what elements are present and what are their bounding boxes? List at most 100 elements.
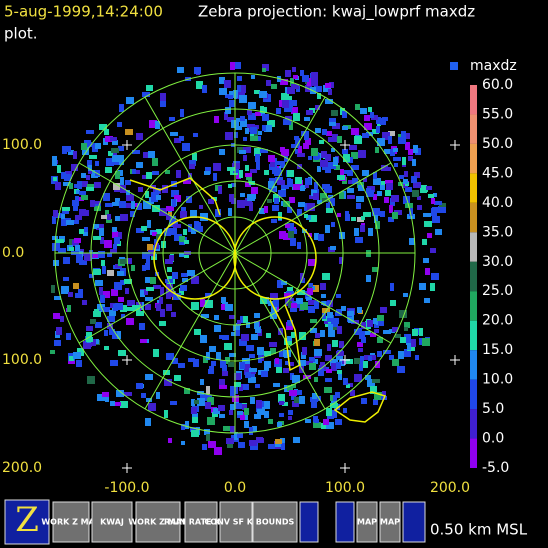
echo-cell: [206, 352, 210, 360]
echo-cell: [294, 397, 299, 403]
toolbar-button[interactable]: WORK Z MAP: [128, 501, 188, 543]
echo-cell: [213, 408, 220, 414]
echo-cell: [126, 203, 134, 208]
echo-cell: [219, 379, 225, 385]
echo-cell: [309, 195, 315, 199]
echo-cell: [166, 353, 174, 360]
echo-cell: [309, 215, 317, 222]
echo-cell: [66, 220, 74, 225]
button-face: [91, 501, 133, 543]
echo-cell: [335, 419, 342, 425]
echo-cell: [132, 169, 136, 174]
toolbar-button[interactable]: MAP: [379, 501, 401, 543]
colorbar-label: 15.0: [482, 342, 513, 358]
echo-cell: [249, 204, 253, 211]
toolbar-button[interactable]: MAP: [356, 501, 378, 543]
echo-cell: [283, 233, 290, 240]
echo-cell: [162, 185, 168, 193]
echo-cell: [266, 333, 271, 338]
echo-cell: [284, 105, 292, 112]
echo-cell: [140, 290, 145, 297]
echo-cell: [258, 355, 262, 363]
echo-cell: [199, 205, 203, 209]
colorbar-label: 5.0: [482, 401, 504, 417]
echo-cell: [76, 254, 82, 261]
echo-cell: [102, 291, 110, 298]
echo-cell: [320, 193, 327, 201]
echo-cell: [62, 290, 68, 294]
echo-cell: [214, 325, 221, 332]
echo-cell: [145, 277, 151, 283]
toolbar-button[interactable]: CONV SF KWA: [204, 501, 268, 543]
echo-cell: [335, 312, 342, 316]
echo-cell: [136, 162, 143, 168]
colorbar: 60.0 55.0 50.0 45.0 40.0 35.0 30.0 25.0 20.0 15.0…: [450, 62, 513, 476]
echo-cell: [142, 92, 150, 97]
echo-cell: [235, 126, 242, 130]
toolbar-button[interactable]: KWAJ: [91, 501, 133, 543]
echo-cell: [205, 293, 211, 297]
echo-cell: [375, 147, 379, 153]
echo-cell: [329, 410, 337, 418]
echo-cell: [424, 221, 432, 227]
echo-cell: [295, 138, 300, 146]
echo-cell: [331, 222, 335, 227]
echo-cell: [300, 273, 304, 281]
echo-cell: [268, 181, 274, 189]
echo-cell: [111, 148, 119, 153]
echo-cell: [318, 234, 324, 241]
echo-cell: [188, 358, 195, 362]
echo-cell: [110, 401, 115, 406]
echo-cell: [290, 298, 294, 303]
button-label: WORK Z MAP: [41, 518, 101, 527]
echo-cell: [310, 319, 317, 323]
echo-cell: [206, 434, 210, 441]
toolbar-button[interactable]: BOUNDS: [252, 501, 298, 543]
toolbar-icon: [335, 501, 355, 543]
echo-cell: [137, 203, 142, 210]
echo-cell: [145, 418, 151, 426]
echo-cell: [424, 298, 430, 303]
echo-cell: [95, 143, 101, 149]
echo-cell: [326, 131, 332, 136]
echo-cell: [204, 429, 210, 435]
echo-cell: [283, 119, 291, 125]
echo-cell: [82, 147, 89, 155]
echo-cell: [75, 293, 83, 298]
echo-cell: [237, 200, 245, 208]
echo-cell: [79, 229, 84, 234]
echo-cell: [115, 171, 120, 179]
echo-cell: [230, 391, 235, 396]
echo-cell: [171, 312, 176, 317]
echo-cell: [289, 179, 293, 187]
echo-cell: [140, 339, 147, 343]
echo-cell: [81, 210, 89, 216]
echo-cell: [325, 378, 332, 382]
colorbar-label: 35.0: [482, 224, 513, 240]
echo-cell: [159, 297, 163, 304]
echo-cell: [105, 210, 109, 215]
toolbar-button[interactable]: WORK Z MAP: [41, 501, 101, 543]
echo-cell: [256, 162, 260, 170]
toolbar-button[interactable]: Z: [4, 499, 50, 545]
echo-cell: [245, 165, 249, 171]
echo-cell: [218, 186, 222, 194]
echo-cell: [52, 243, 60, 251]
echo-cell: [378, 320, 384, 326]
button-label: RAIN RATE KWAJ: [164, 518, 238, 527]
echo-cell: [207, 417, 215, 425]
echo-cell: [281, 443, 285, 450]
echo-cell: [291, 84, 299, 89]
echo-cell: [311, 72, 318, 78]
echo-cell: [404, 322, 410, 328]
echo-cell: [99, 228, 104, 236]
toolbar-button[interactable]: RAIN RATE KWAJ: [164, 501, 238, 543]
title: Zebra projection: kwaj_lowprf maxdz: [198, 3, 475, 22]
echo-cell: [337, 175, 345, 180]
echo-cell: [285, 298, 289, 306]
echo-cell: [54, 296, 61, 300]
echo-cell: [433, 193, 437, 197]
echo-cell: [246, 322, 250, 328]
echo-cell: [219, 77, 225, 84]
